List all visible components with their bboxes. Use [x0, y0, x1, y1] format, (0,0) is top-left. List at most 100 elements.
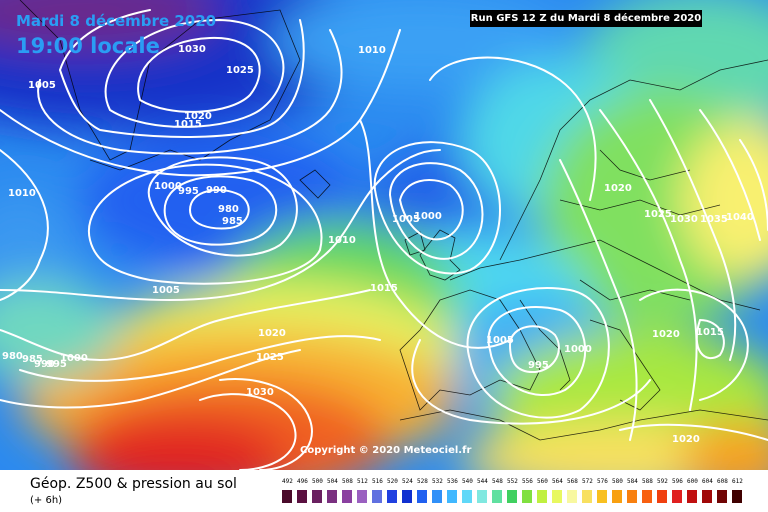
scale-label: 520 — [387, 478, 398, 485]
weather-map: 1030 1025 1020 1015 1005 1010 1010 1000 … — [0, 0, 768, 470]
scale-label: 532 — [432, 478, 443, 485]
scale-label: 536 — [447, 478, 458, 485]
svg-text:1010: 1010 — [8, 188, 36, 199]
scale-swatch — [507, 490, 517, 503]
scale-swatch — [642, 490, 652, 503]
scale-swatch — [357, 490, 367, 503]
scale-label: 552 — [507, 478, 518, 485]
svg-text:1015: 1015 — [370, 283, 398, 294]
scale-label: 588 — [642, 478, 653, 485]
scale-swatch — [672, 490, 682, 503]
scale-label: 596 — [672, 478, 683, 485]
svg-text:1020: 1020 — [258, 328, 286, 339]
svg-text:1005: 1005 — [152, 285, 180, 296]
scale-swatch — [282, 490, 292, 503]
scale-label: 504 — [327, 478, 338, 485]
scale-label: 512 — [357, 478, 368, 485]
legend-title: Géop. Z500 & pression au sol — [30, 476, 237, 492]
scale-swatch — [567, 490, 577, 503]
svg-text:1005: 1005 — [28, 80, 56, 91]
scale-label: 564 — [552, 478, 563, 485]
svg-text:1020: 1020 — [652, 329, 680, 340]
color-scale: 492 496 500 504 508 512 516 520 524 528 532 536 540 5… — [282, 478, 752, 504]
scale-swatch — [732, 490, 742, 503]
svg-text:1010: 1010 — [328, 235, 356, 246]
svg-text:1020: 1020 — [672, 434, 700, 445]
svg-text:1030: 1030 — [246, 387, 274, 398]
svg-text:995: 995 — [46, 359, 67, 370]
scale-label: 592 — [657, 478, 668, 485]
scale-label: 500 — [312, 478, 323, 485]
legend-footer — [0, 470, 768, 512]
scale-swatch — [312, 490, 322, 503]
svg-text:1015: 1015 — [696, 327, 724, 338]
scale-label: 600 — [687, 478, 698, 485]
svg-text:995: 995 — [528, 360, 549, 371]
svg-text:1035: 1035 — [700, 214, 728, 225]
svg-text:995: 995 — [178, 186, 199, 197]
scale-swatch — [402, 490, 412, 503]
legend-subtitle: (+ 6h) — [30, 495, 63, 506]
scale-swatch — [447, 490, 457, 503]
scale-label: 584 — [627, 478, 638, 485]
scale-swatch — [492, 490, 502, 503]
svg-text:1030: 1030 — [670, 214, 698, 225]
svg-text:1040: 1040 — [726, 212, 754, 223]
scale-label: 496 — [297, 478, 308, 485]
svg-text:990: 990 — [34, 359, 55, 370]
svg-text:1015: 1015 — [174, 119, 202, 130]
svg-text:1020: 1020 — [184, 111, 212, 122]
scale-swatch — [372, 490, 382, 503]
svg-text:1025: 1025 — [644, 209, 672, 220]
scale-swatch — [552, 490, 562, 503]
scale-label: 572 — [582, 478, 593, 485]
scale-label: 556 — [522, 478, 533, 485]
scale-swatch — [417, 490, 427, 503]
scale-label: 548 — [492, 478, 503, 485]
scale-swatch — [702, 490, 712, 503]
pressure-labels: 1030 1025 1020 1015 1005 1010 1010 1000 … — [2, 44, 754, 445]
scale-label: 492 — [282, 478, 293, 485]
scale-label: 528 — [417, 478, 428, 485]
svg-text:1000: 1000 — [60, 353, 88, 364]
svg-text:1000: 1000 — [564, 344, 592, 355]
svg-text:985: 985 — [222, 216, 243, 227]
svg-text:1000: 1000 — [154, 181, 182, 192]
svg-text:980: 980 — [2, 351, 23, 362]
svg-text:1005: 1005 — [392, 214, 420, 225]
scale-swatch — [462, 490, 472, 503]
svg-text:1000: 1000 — [414, 211, 442, 222]
svg-text:990: 990 — [206, 185, 227, 196]
scale-label: 508 — [342, 478, 353, 485]
scale-label: 604 — [702, 478, 713, 485]
scale-swatch — [582, 490, 592, 503]
svg-text:980: 980 — [218, 204, 239, 215]
scale-label: 576 — [597, 478, 608, 485]
scale-swatch — [387, 490, 397, 503]
scale-label: 524 — [402, 478, 413, 485]
scale-swatch — [327, 490, 337, 503]
scale-label: 544 — [477, 478, 488, 485]
copyright: Copyright © 2020 Meteociel.fr — [300, 445, 472, 456]
forecast-date: Mardi 8 décembre 2020 — [16, 12, 217, 30]
scale-swatch — [477, 490, 487, 503]
scale-swatch — [342, 490, 352, 503]
scale-swatch — [297, 490, 307, 503]
svg-text:1005: 1005 — [486, 335, 514, 346]
scale-label: 540 — [462, 478, 473, 485]
svg-text:1020: 1020 — [604, 183, 632, 194]
svg-text:1030: 1030 — [178, 44, 206, 55]
svg-text:1025: 1025 — [226, 65, 254, 76]
svg-text:1010: 1010 — [358, 45, 386, 56]
scale-swatch — [597, 490, 607, 503]
scale-label: 560 — [537, 478, 548, 485]
scale-label: 516 — [372, 478, 383, 485]
run-info: Run GFS 12 Z du Mardi 8 décembre 2020 — [470, 10, 702, 27]
scale-swatch — [687, 490, 697, 503]
svg-text:1025: 1025 — [256, 352, 284, 363]
scale-swatch — [522, 490, 532, 503]
scale-swatch — [657, 490, 667, 503]
scale-swatch — [537, 490, 547, 503]
scale-swatch — [612, 490, 622, 503]
scale-label: 580 — [612, 478, 623, 485]
